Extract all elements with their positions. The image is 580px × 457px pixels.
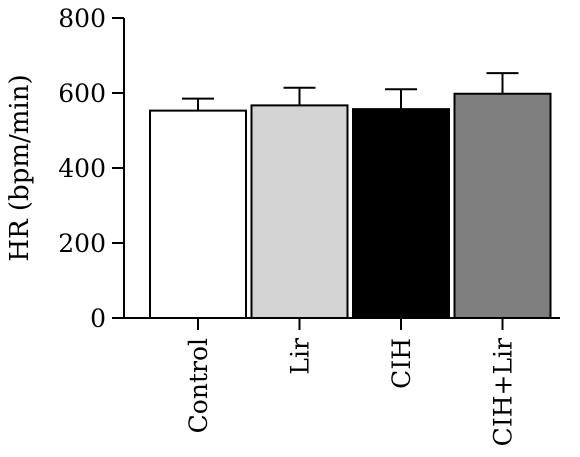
x-tick-label: CIH+Lir: [489, 338, 518, 446]
y-tick-label: 200: [58, 229, 106, 258]
x-tick-label: Control: [184, 338, 213, 433]
y-axis-title: HR (bpm/min): [5, 74, 35, 261]
bars: [149, 92, 552, 319]
y-tick-label: 400: [58, 154, 106, 183]
bar-control: [149, 109, 247, 319]
y-axis-ticks: 0 200 400 600 800: [58, 4, 124, 333]
y-tick-label: 0: [90, 304, 106, 333]
y-tick-label: 800: [58, 4, 106, 33]
x-tick-label: Lir: [286, 338, 315, 375]
y-tick-label: 600: [58, 79, 106, 108]
error-bars: [182, 72, 519, 111]
bar-cih-lir: [453, 92, 552, 319]
bar-lir: [250, 104, 349, 319]
x-axis-ticks: Control Lir CIH CIH+Lir: [184, 318, 518, 446]
x-tick-label: CIH: [387, 338, 416, 389]
bar-cih: [352, 108, 450, 319]
